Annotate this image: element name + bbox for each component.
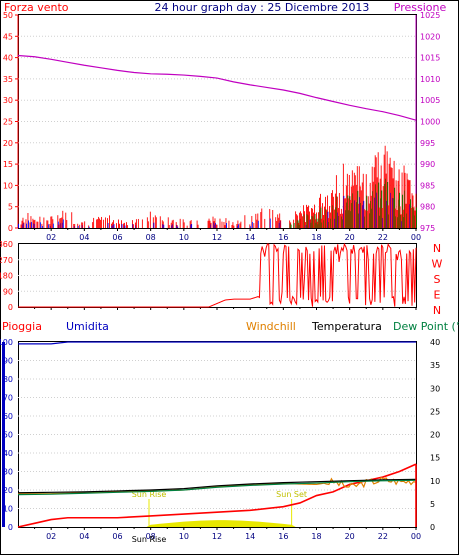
tick-left-wind: 10 — [3, 181, 13, 190]
tick-x-hour: 12 — [212, 233, 222, 242]
tick-x-hour: 14 — [245, 532, 255, 541]
tick-x-hour: 02 — [46, 233, 56, 242]
tick-right-pressure: 1025 — [420, 11, 440, 20]
series-dew-point — [17, 479, 417, 496]
tick-x-hour: 18 — [311, 233, 321, 242]
legend-temperatura: Temperatura — [311, 320, 382, 333]
tick-right-temp: 5 — [430, 500, 435, 509]
tick-right-pressure: 1015 — [420, 54, 440, 63]
series-temperatura — [17, 478, 417, 494]
tick-x-hour: 10 — [179, 532, 189, 541]
tick-x-hour: 12 — [212, 532, 222, 541]
tick-x-hour: 04 — [79, 532, 89, 541]
tick-right-pressure: 980 — [420, 203, 435, 212]
tick-left-rain: 30 — [3, 468, 13, 477]
tick-right-pressure: 985 — [420, 181, 435, 190]
tick-left-direction: 270 — [0, 256, 13, 265]
tick-right-temp: 0 — [430, 523, 435, 532]
tick-left-direction: 90 — [3, 287, 13, 296]
tick-left-wind: 25 — [3, 118, 13, 127]
tick-right-pressure: 1010 — [420, 75, 440, 84]
tick-x-hour: 22 — [378, 233, 388, 242]
tick-x-hour: 06 — [112, 532, 122, 541]
tick-right-pressure: 975 — [420, 224, 435, 233]
tick-right-temp: 20 — [430, 431, 440, 440]
tick-left-wind: 45 — [3, 32, 13, 41]
tick-right-compass: W — [432, 258, 443, 271]
tick-x-hour: 18 — [311, 532, 321, 541]
header-right: Pressione — [394, 1, 447, 14]
tick-right-compass: S — [434, 273, 441, 286]
tick-x-hour: 14 — [245, 233, 255, 242]
tick-left-wind: 35 — [3, 75, 13, 84]
tick-left-rain: 60 — [3, 412, 13, 421]
tick-x-hour: 08 — [146, 532, 156, 541]
tick-x-hour: 20 — [345, 532, 355, 541]
tick-x-hour: 06 — [112, 233, 122, 242]
tick-left-rain: 80 — [3, 375, 13, 384]
tick-right-pressure: 1005 — [420, 96, 440, 105]
tick-left-rain: 90 — [3, 357, 13, 366]
tick-left-wind: 40 — [3, 54, 13, 63]
tick-left-wind: 15 — [3, 160, 13, 169]
grid-layer — [2, 14, 417, 530]
header-left: Forza vento — [4, 1, 69, 14]
axis-labels: 0510152025303540455097598098599099510001… — [0, 11, 443, 544]
tick-left-wind: 30 — [3, 96, 13, 105]
legend-dewpoint: Dew Point (°C — [393, 320, 459, 333]
sun-annotation: Sun Rise — [132, 490, 167, 499]
tick-x-hour: 00 — [411, 233, 421, 242]
tick-right-compass: N — [433, 242, 441, 255]
tick-left-rain: 0 — [8, 523, 13, 532]
tick-x-hour: 16 — [278, 532, 288, 541]
tick-left-rain: 70 — [3, 394, 13, 403]
tick-left-direction: 0 — [8, 303, 13, 312]
series-umidita — [18, 341, 416, 345]
sun-annotation: Sun Set — [276, 490, 307, 499]
tick-left-rain: 50 — [3, 431, 13, 440]
legend-windchill: Windchill — [246, 320, 296, 333]
tick-right-temp: 25 — [430, 407, 440, 416]
tick-x-hour: 22 — [378, 532, 388, 541]
tick-right-temp: 10 — [430, 477, 440, 486]
legend-umidita: Umidita — [66, 320, 109, 333]
tick-x-hour: 04 — [79, 233, 89, 242]
tick-right-pressure: 990 — [420, 160, 435, 169]
tick-right-temp: 40 — [430, 338, 440, 347]
tick-left-direction: 360 — [0, 240, 13, 249]
tick-right-temp: 15 — [430, 454, 440, 463]
tick-left-wind: 5 — [8, 203, 13, 212]
tick-right-temp: 35 — [430, 361, 440, 370]
tick-x-hour: 02 — [46, 532, 56, 541]
tick-left-direction: 180 — [0, 272, 13, 281]
series-wind — [17, 145, 417, 228]
tick-x-hour: 00 — [411, 532, 421, 541]
tick-right-pressure: 1020 — [420, 32, 440, 41]
sun-annotation: Sun Rise — [132, 535, 167, 544]
series-pressure — [17, 54, 417, 121]
tick-x-hour: 10 — [179, 233, 189, 242]
tick-right-pressure: 995 — [420, 139, 435, 148]
tick-left-wind: 50 — [3, 11, 13, 20]
tick-left-rain: 40 — [3, 449, 13, 458]
tick-x-hour: 16 — [278, 233, 288, 242]
legend-pioggia: Pioggia — [2, 320, 42, 333]
series-sun — [18, 520, 416, 527]
tick-left-rain: 100 — [0, 338, 13, 347]
tick-right-compass: N — [433, 304, 441, 317]
tick-right-compass: E — [434, 289, 441, 302]
series-direction — [18, 242, 417, 308]
tick-left-wind: 20 — [3, 139, 13, 148]
tick-x-hour: 08 — [146, 233, 156, 242]
tick-x-hour: 20 — [345, 233, 355, 242]
tick-right-temp: 30 — [430, 384, 440, 393]
tick-left-wind: 0 — [8, 224, 13, 233]
tick-left-rain: 10 — [3, 505, 13, 514]
series-layer — [17, 54, 417, 528]
header-center: 24 hour graph day : 25 Dicembre 2013 — [155, 1, 370, 14]
tick-left-rain: 20 — [3, 486, 13, 495]
tick-right-pressure: 1000 — [420, 118, 440, 127]
